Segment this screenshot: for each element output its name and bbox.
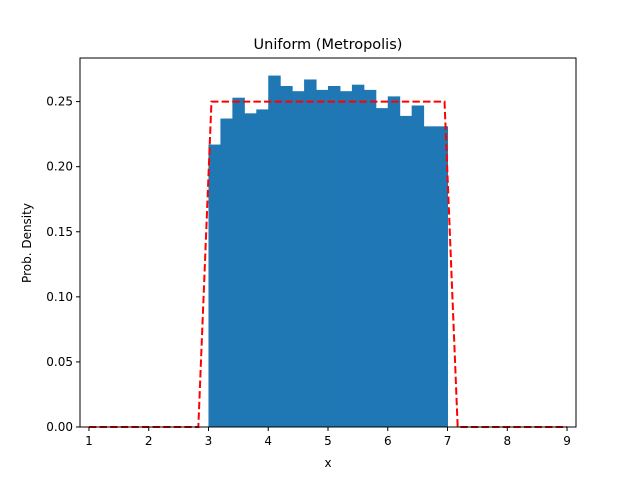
x-tick-label: 4 <box>264 434 272 448</box>
y-axis-label: Prob. Density <box>20 203 34 283</box>
histogram-bar <box>423 126 437 427</box>
histogram-bar <box>328 85 341 427</box>
y-tick-label: 0.00 <box>46 420 73 434</box>
x-tick-label: 1 <box>85 434 93 448</box>
x-tick-label: 6 <box>384 434 392 448</box>
x-axis-label: x <box>324 456 331 470</box>
histogram-bar <box>244 113 257 428</box>
histogram-bar <box>316 89 329 427</box>
histogram-bar <box>399 115 413 428</box>
plot-frame <box>79 57 577 428</box>
x-tick-label: 8 <box>503 434 511 448</box>
histogram-bar <box>375 108 389 427</box>
histogram-bar <box>339 91 353 427</box>
histogram-bar <box>268 75 281 428</box>
histogram-bar <box>208 144 221 428</box>
x-tick-label: 2 <box>145 434 153 448</box>
histogram-bar <box>232 97 245 427</box>
x-tick-label: 9 <box>563 434 571 448</box>
y-tick-label: 0.20 <box>46 160 73 174</box>
axis-ticks: 1 2 3 4 5 6 7 8 9 0.00 0.05 0.10 0.15 0.20 0.25 <box>46 95 571 448</box>
histogram-bar <box>363 89 377 427</box>
x-tick-label: 7 <box>444 434 452 448</box>
histogram-bar <box>220 118 233 428</box>
histogram-bar <box>435 126 449 427</box>
histogram-bars <box>208 75 449 428</box>
x-tick-label: 3 <box>205 434 213 448</box>
y-tick-label: 0.15 <box>46 225 73 239</box>
y-tick-label: 0.05 <box>46 355 73 369</box>
x-tick-label: 5 <box>324 434 332 448</box>
histogram-bar <box>280 85 293 427</box>
histogram-bar <box>256 109 269 428</box>
histogram-bar <box>292 91 305 427</box>
histogram-bar <box>304 79 317 427</box>
y-tick-label: 0.10 <box>46 290 73 304</box>
y-tick-label: 0.25 <box>46 95 73 109</box>
chart-title: Uniform (Metropolis) <box>254 37 403 53</box>
histogram-bar <box>411 105 425 427</box>
histogram-bar <box>387 96 401 428</box>
histogram-bar <box>351 84 365 427</box>
